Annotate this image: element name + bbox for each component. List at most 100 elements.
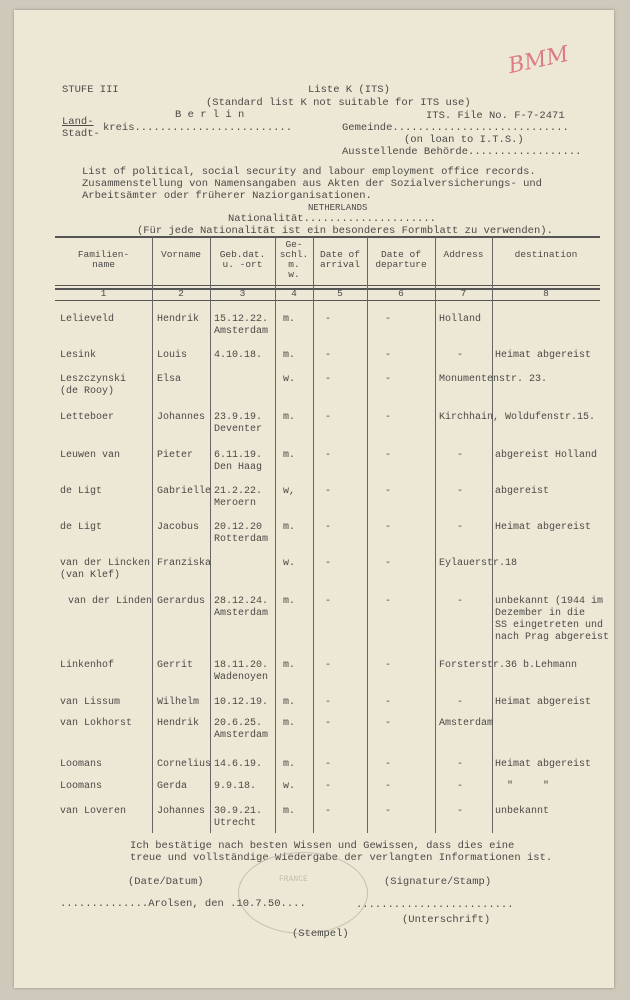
stadt-label: Stadt- [62,128,100,140]
table-cell-first: Gabrielle [157,486,212,497]
column-header: destination [514,249,578,260]
column-header: Geb.dat. u. -ort [219,249,266,270]
table-cell-first: Gerda [157,781,188,792]
table-cell-first: Franziska [157,558,212,569]
table-cell-address: Holland [439,314,482,325]
document-page [14,10,614,988]
column-divider [152,237,153,833]
table-cell-birth: 18.11.20. Wadenoyen [214,660,269,683]
table-cell-birth: 23.9.19. Deventer [214,412,263,435]
header-rule [55,285,600,286]
stufe-label: STUFE III [62,84,119,96]
table-cell-address: - [439,806,464,817]
table-cell-sex: m. [283,350,296,361]
table-cell-birth: 10.12.19. [214,697,269,708]
table-cell-destination: Heimat abgereist [495,759,592,770]
column-number: 1 [100,288,107,299]
table-cell-departure: - [385,759,392,770]
table-cell-sex: w. [283,781,296,792]
stamp-imprint: FRANCE [238,852,368,934]
table-cell-departure: - [385,660,392,671]
column-divider [210,237,211,833]
description-line: Zusammenstellung von Namensangaben aus A… [82,178,542,190]
column-header: Date of arrival [320,249,360,270]
table-cell-address: - [439,697,464,708]
column-header: Address [443,249,484,260]
number-rule [55,300,600,301]
file-number: ITS. File No. F-7-2471 [426,110,565,122]
table-cell-birth: 9.9.18. [214,781,257,792]
table-cell-first: Jacobus [157,522,200,533]
nationality-label: Nationalität..................... [228,213,436,225]
column-divider [367,237,368,833]
table-cell-destination: " " [495,781,550,792]
table-cell-destination: Heimat abgereist [495,697,592,708]
table-cell-first: Johannes [157,806,206,817]
table-cell-family: Lesink [60,350,97,361]
table-cell-birth: 20.6.25. Amsterdam [214,718,269,741]
table-cell-birth: 4.10.18. [214,350,263,361]
table-cell-address: Kirchhain, Woldufenstr.15. [439,412,596,423]
table-cell-sex: m. [283,596,296,607]
column-divider [435,237,436,833]
table-cell-first: Cornelius [157,759,212,770]
table-cell-family: Leuwen van [60,450,121,461]
table-cell-family: Loomans [60,759,103,770]
column-header: Familien- name [77,249,130,270]
table-cell-family: Loomans [60,781,103,792]
table-cell-destination: unbekannt (1944 im Dezember in die SS ei… [495,596,610,643]
table-cell-departure: - [385,558,392,569]
list-subtitle: (Standard list K not suitable for ITS us… [206,97,471,109]
table-cell-address: - [439,486,464,497]
column-divider [313,237,314,833]
on-loan-note: (on loan to I.T.S.) [404,134,524,146]
confirmation-line: treue und vollständige Wiedergabe der ve… [130,852,553,864]
column-header: Ge- schl. m. w. [279,239,309,280]
signature-line: ......................... [356,899,514,911]
place-date: ..............Arolsen, den .10.7.50.... [60,898,306,910]
table-cell-destination: abgereist Holland [495,450,598,461]
list-title: Liste K (ITS) [308,84,390,96]
column-number: 2 [178,288,184,299]
column-divider [492,237,493,833]
table-cell-family: van Lokhorst [60,718,133,729]
table-cell-arrival: - [325,486,332,497]
table-cell-destination: unbekannt [495,806,550,817]
table-cell-address: - [439,781,464,792]
table-cell-address: Forsterstr.36 b.Lehmann [439,660,578,671]
table-cell-birth: 28.12.24. Amsterdam [214,596,269,619]
table-cell-first: Louis [157,350,188,361]
table-cell-arrival: - [325,522,332,533]
table-cell-sex: m. [283,718,296,729]
land-label: Land- [62,116,94,128]
table-cell-departure: - [385,781,392,792]
table-cell-departure: - [385,806,392,817]
table-cell-address: Monumentenstr. 23. [439,374,548,385]
table-cell-first: Johannes [157,412,206,423]
table-cell-departure: - [385,450,392,461]
stamp-text: FRANCE [279,875,308,884]
table-cell-family: Lelieveld [60,314,115,325]
table-cell-destination: abgereist [495,486,550,497]
table-cell-departure: - [385,596,392,607]
table-cell-birth: 15.12.22. Amsterdam [214,314,269,337]
table-cell-departure: - [385,718,392,729]
column-number: 4 [291,288,297,299]
column-header: Date of departure [375,249,427,270]
table-cell-arrival: - [325,314,332,325]
table-cell-family: van der Lincken (van Klef) [60,558,151,581]
column-number: 5 [337,288,343,299]
table-cell-sex: m. [283,759,296,770]
table-cell-arrival: - [325,660,332,671]
unterschrift-label: (Unterschrift) [402,914,491,926]
table-cell-arrival: - [325,697,332,708]
table-cell-birth: 20.12.20 Rotterdam [214,522,269,545]
table-cell-sex: w. [283,374,296,385]
table-cell-first: Pieter [157,450,194,461]
table-cell-address: - [439,596,464,607]
column-header: Vorname [161,249,201,260]
kreis-label: kreis......................... [103,122,293,134]
table-cell-sex: m. [283,522,296,533]
nationality-note: (Für jede Nationalität ist ein besondere… [137,225,553,237]
table-cell-departure: - [385,374,392,385]
